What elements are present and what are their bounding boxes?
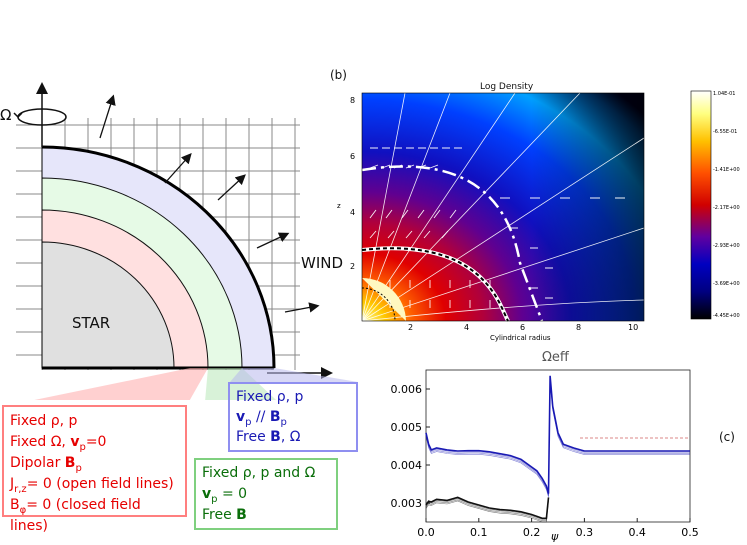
ylabel-b: z [337, 202, 341, 210]
red-line-5: Bφ= 0 (closed field lines) [10, 497, 141, 534]
x-tick-10: 10 [628, 323, 639, 332]
c-y-ticks: 0.006 0.005 0.004 0.003 [391, 383, 430, 510]
blue-callout [230, 368, 358, 382]
star-body [41, 241, 175, 369]
c-y-tick-label: 0.004 [391, 459, 423, 472]
c-y-tick-label: 0.006 [391, 383, 423, 396]
outer-boundary [41, 145, 276, 369]
blue-line-2: vp // Bp [236, 409, 287, 428]
c-x-tick-label: 0.2 [523, 526, 541, 539]
wind-arrows [99, 94, 320, 313]
green-line-1: Fixed ρ, p and Ω [202, 465, 316, 481]
wind-label: WIND [301, 254, 344, 272]
c-series-1-line [425, 496, 550, 520]
c-y-tick-label: 0.003 [391, 497, 423, 510]
star-label: STAR [72, 314, 111, 332]
cb-tick-4: -2.17E+00 [713, 205, 740, 211]
cb-tick-5: -2.93E+00 [713, 243, 740, 249]
panel-c-label: (c) [719, 430, 735, 444]
x-tick-8: 8 [576, 323, 582, 332]
blue-line-1: Fixed ρ, p [236, 389, 304, 405]
c-x-tick-label: 0.1 [470, 526, 488, 539]
green-callout [205, 368, 277, 400]
blue-line-3: Free B, Ω [236, 429, 301, 445]
y-tick-6: 6 [350, 152, 356, 161]
panel-b-label: (b) [330, 68, 347, 82]
red-line-2: Fixed Ω, vp=0 [10, 434, 107, 453]
c-series-1-line [425, 499, 549, 521]
density-plot [361, 92, 645, 322]
c-x-tick-label: 0.4 [628, 526, 646, 539]
y-tick-4: 4 [350, 208, 356, 217]
c-x-ticks: 0.0 0.1 0.2 0.3 0.4 0.5 [417, 518, 699, 539]
red-line-3: Dipolar Bp [10, 455, 82, 474]
c-series-0-line [425, 376, 690, 495]
c-x-tick-label: 0.0 [417, 526, 435, 539]
c-x-tick-label: 0.5 [681, 526, 699, 539]
cb-tick-6: -3.69E+00 [713, 281, 740, 287]
cb-tick-7: -4.45E+00 [713, 313, 740, 319]
middle-boundary-conditions-box: Fixed ρ, p and Ω vp = 0 Free B [194, 458, 338, 530]
schematic-diagram [13, 82, 358, 400]
outer-boundary-conditions-box: Fixed ρ, p vp // Bp Free B, Ω [228, 382, 358, 452]
c-series-0-line [425, 375, 690, 494]
c-series-0-line [425, 379, 690, 498]
green-line-2: vp = 0 [202, 486, 248, 505]
omega-label: Ω [0, 106, 12, 124]
x-tick-6: 6 [520, 323, 526, 332]
c-series [425, 375, 690, 523]
x-tick-2: 2 [408, 323, 414, 332]
xlabel-b: Cylindrical radius [490, 334, 551, 342]
c-y-tick-label: 0.005 [391, 421, 423, 434]
c-x-tick-label: 0.3 [576, 526, 594, 539]
green-line-3: Free B [202, 507, 247, 523]
y-tick-8: 8 [350, 96, 356, 105]
red-line-4: Jr,z= 0 (open field lines) [10, 476, 174, 495]
c-series-1-line [425, 500, 549, 523]
cb-tick-2: -6.55E-01 [713, 129, 738, 135]
colorbar [690, 90, 712, 320]
xlabel-c: ψ [551, 530, 559, 543]
panel-c-title: Ωeff [542, 350, 569, 365]
panel-b-title: Log Density [480, 82, 534, 92]
red-callout [34, 368, 208, 400]
cb-tick-1: 1.04E-01 [713, 91, 736, 97]
cb-tick-3: -1.41E+00 [713, 167, 740, 173]
x-tick-4: 4 [464, 323, 470, 332]
red-line-1: Fixed ρ, p [10, 413, 78, 429]
c-series-1-line [425, 498, 549, 520]
inner-boundary-conditions-box: Fixed ρ, p Fixed Ω, vp=0 Dipolar Bp Jr,z… [2, 405, 187, 534]
y-tick-2: 2 [350, 262, 356, 271]
c-series-0-line [425, 378, 690, 497]
